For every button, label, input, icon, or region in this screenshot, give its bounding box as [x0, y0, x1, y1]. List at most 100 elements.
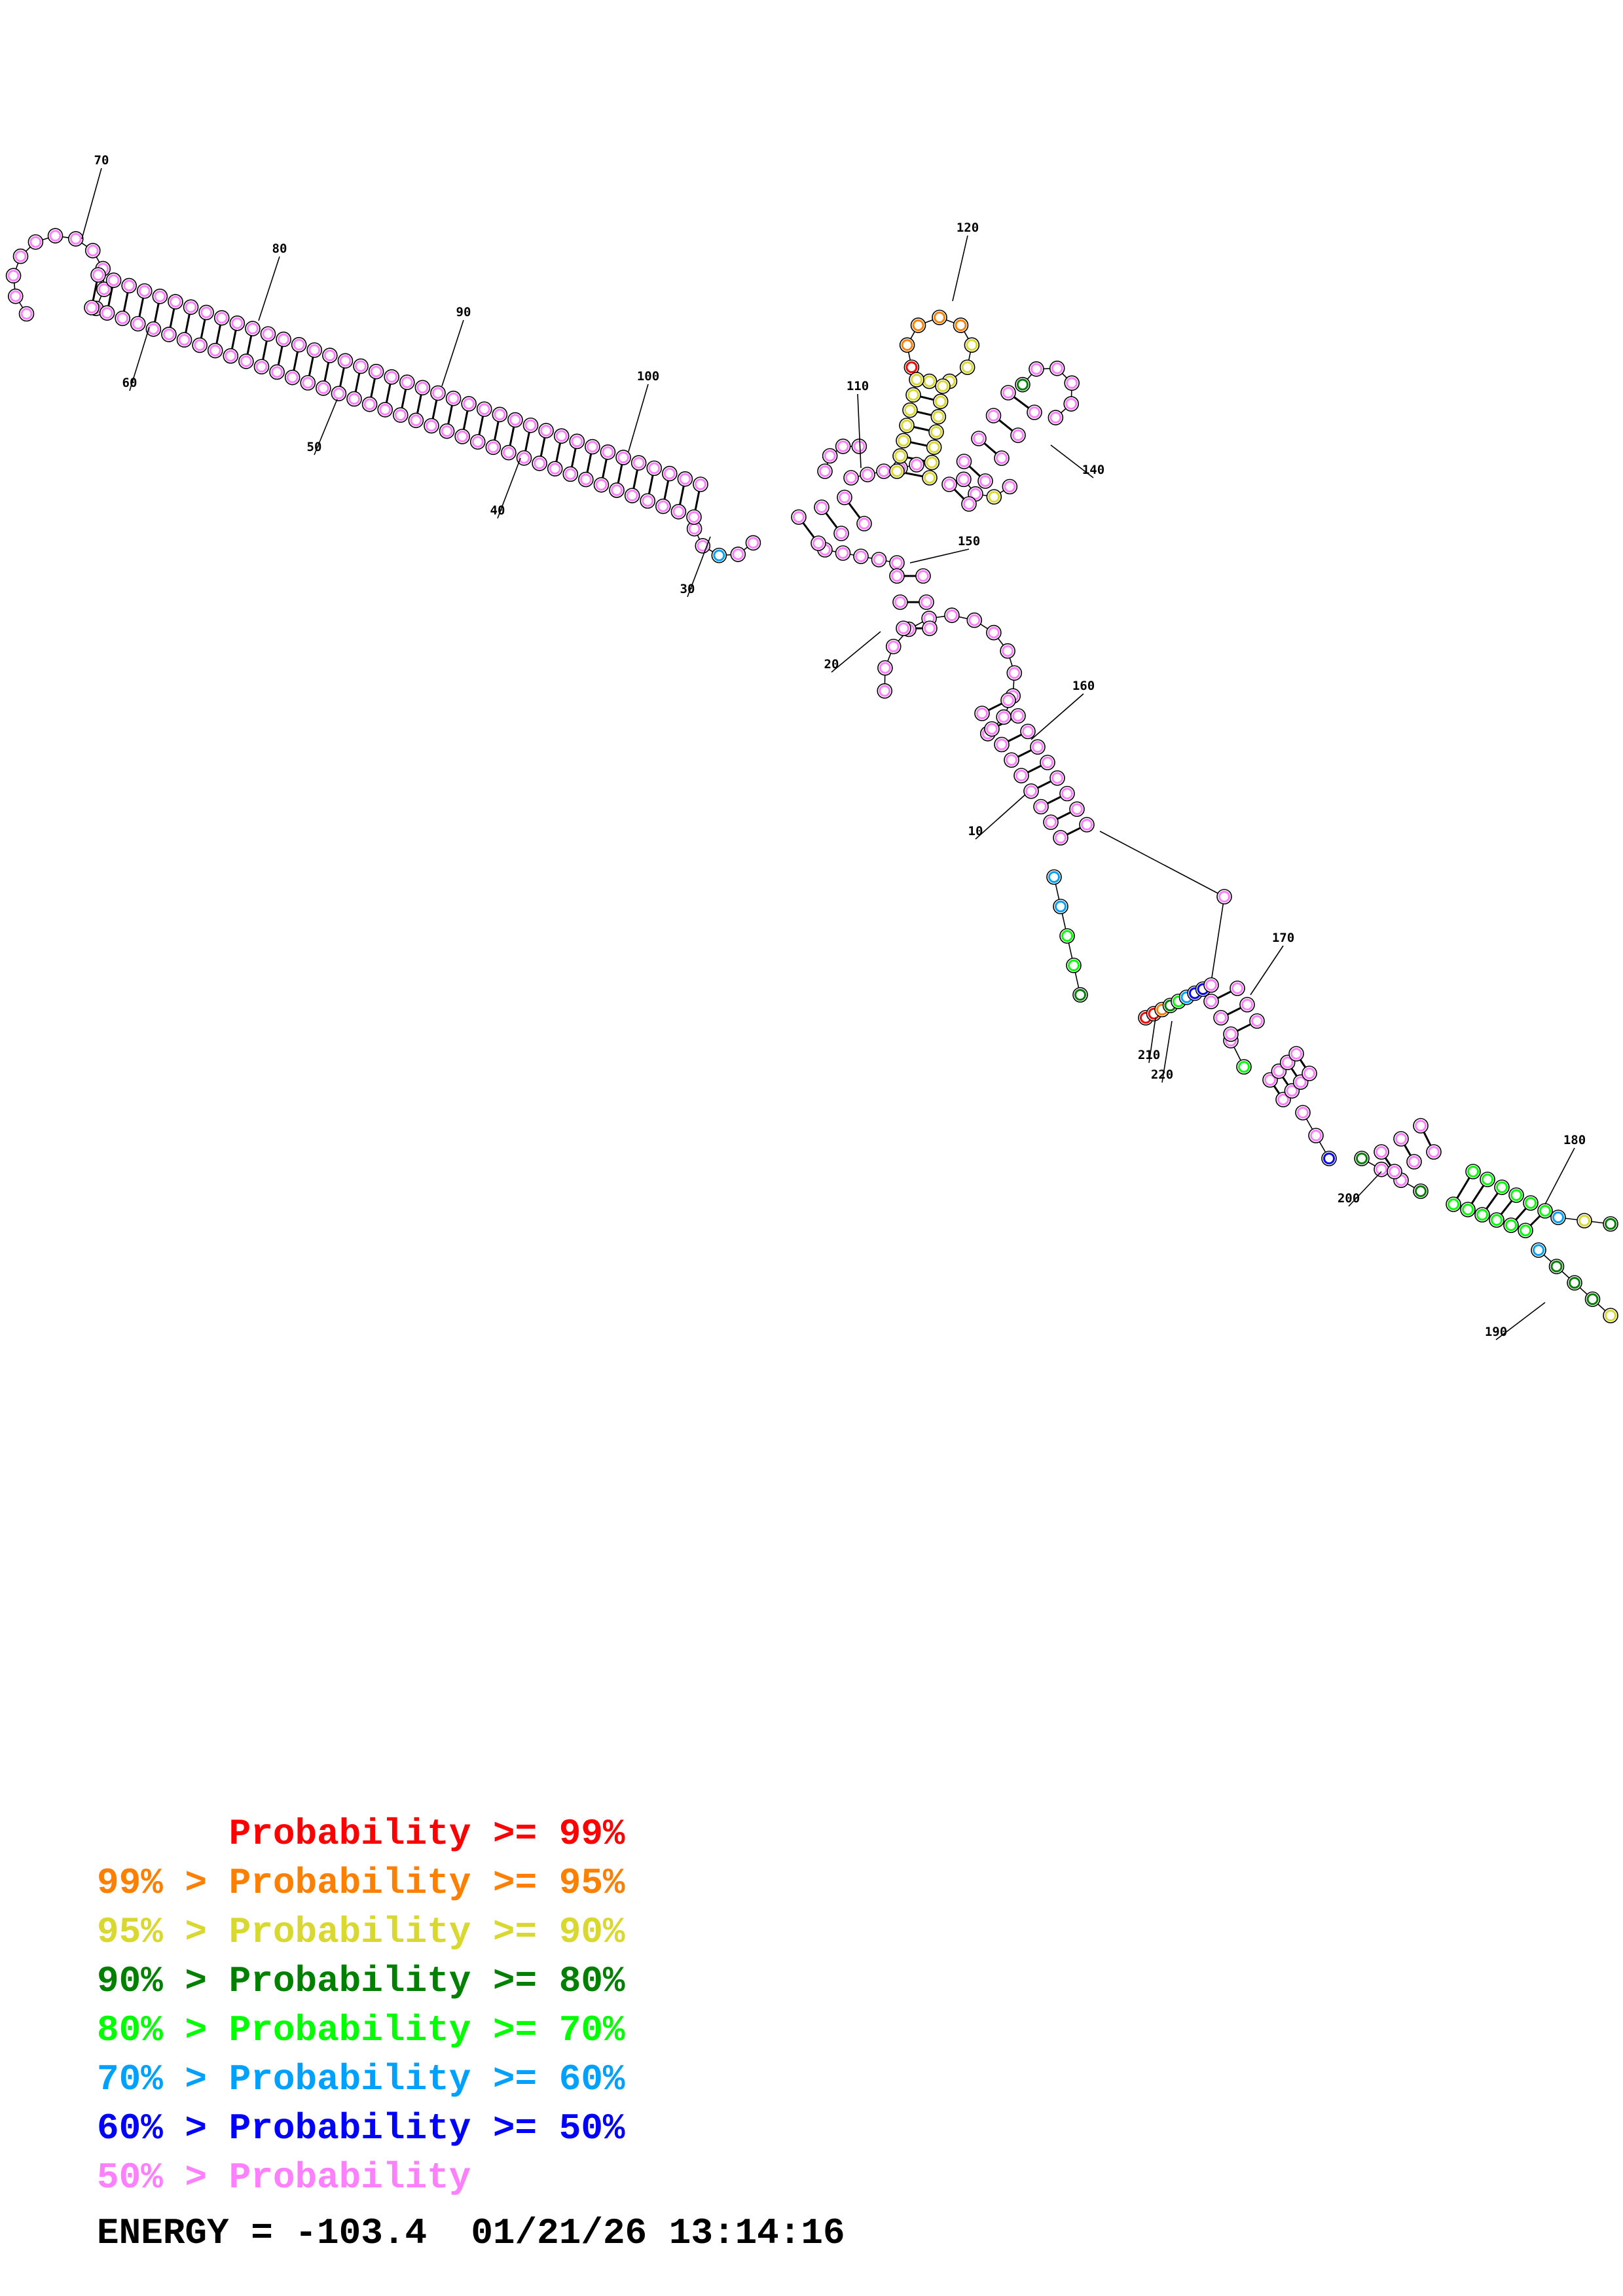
paired-nucleotide: [1049, 770, 1065, 786]
legend-row: 70% > Probability >= 60%: [97, 2055, 625, 2104]
nucleotide: [1203, 977, 1219, 993]
paired-nucleotide: [833, 526, 849, 541]
paired-nucleotide: [1249, 1013, 1265, 1029]
nucleotide: [695, 538, 711, 554]
energy-footer: ENERGY = -103.4 01/21/26 13:14:16: [97, 2212, 845, 2254]
paired-nucleotide: [1393, 1131, 1409, 1147]
backbone-segment: [1099, 831, 1225, 897]
paired-nucleotide: [152, 289, 168, 304]
nucleotide: [27, 234, 44, 250]
paired-nucleotide: [229, 315, 246, 331]
paired-nucleotide: [1518, 1223, 1533, 1238]
nucleotide: [1413, 1183, 1429, 1199]
paired-nucleotide: [1288, 1046, 1304, 1062]
paired-nucleotide: [1000, 385, 1016, 401]
paired-nucleotide: [1043, 814, 1059, 831]
position-label: 180: [1563, 1133, 1586, 1147]
nucleotide: [986, 489, 1002, 505]
paired-nucleotide: [276, 331, 291, 348]
position-label: 30: [680, 582, 695, 596]
paired-nucleotide: [811, 535, 826, 551]
nucleotide: [1046, 869, 1062, 885]
paired-nucleotide: [223, 348, 239, 364]
paired-nucleotide: [662, 465, 678, 482]
paired-nucleotide: [198, 304, 214, 321]
paired-nucleotide: [1239, 997, 1255, 1013]
nucleotide: [1321, 1151, 1337, 1166]
nucleotide: [1066, 958, 1082, 973]
position-leader-line: [1495, 1302, 1546, 1340]
nucleotide: [1308, 1128, 1324, 1143]
nucleotide: [96, 281, 112, 297]
position-leader-line: [831, 631, 881, 673]
paired-nucleotide: [207, 342, 223, 359]
paired-nucleotide: [507, 412, 523, 428]
paired-nucleotide: [522, 417, 539, 433]
paired-nucleotide: [677, 471, 693, 487]
paired-nucleotide: [961, 496, 977, 512]
paired-nucleotide: [532, 456, 547, 471]
position-label: 70: [94, 153, 109, 168]
paired-nucleotide: [1537, 1203, 1553, 1219]
paired-nucleotide: [260, 326, 276, 342]
nucleotide: [1053, 899, 1068, 914]
nucleotide: [1584, 1291, 1601, 1307]
paired-nucleotide: [984, 721, 1000, 737]
nucleotide: [1548, 1259, 1565, 1274]
position-leader-line: [909, 548, 970, 564]
legend-row: 90% > Probability >= 80%: [97, 1957, 625, 2006]
paired-nucleotide: [896, 433, 911, 449]
nucleotide: [860, 467, 875, 482]
paired-nucleotide: [1480, 1172, 1495, 1187]
nucleotide: [921, 373, 938, 389]
nucleotide: [1354, 1151, 1370, 1166]
position-label: 200: [1338, 1191, 1360, 1206]
paired-nucleotide: [892, 594, 908, 610]
paired-nucleotide: [600, 444, 616, 460]
legend-range-left: 90% >: [97, 1960, 229, 2002]
legend-range-right: Probability >= 70%: [228, 2009, 625, 2051]
nucleotide: [877, 660, 893, 676]
paired-nucleotide: [1053, 830, 1068, 846]
position-leader-line: [1050, 444, 1094, 478]
paired-nucleotide: [1489, 1212, 1504, 1228]
nucleotide: [1015, 376, 1030, 393]
paired-nucleotide: [192, 337, 208, 353]
nucleotide: [851, 439, 867, 454]
legend-range-right: Probability >= 99%: [228, 1813, 625, 1855]
paired-nucleotide: [161, 327, 177, 342]
paired-nucleotide: [892, 448, 908, 464]
position-label: 100: [637, 369, 659, 384]
nucleotide: [1531, 1242, 1546, 1258]
paired-nucleotide: [837, 490, 852, 505]
position-label: 190: [1485, 1325, 1507, 1339]
paired-nucleotide: [105, 272, 122, 289]
paired-nucleotide: [928, 424, 944, 440]
nucleotide: [964, 337, 980, 353]
position-leader-line: [497, 457, 521, 519]
paired-nucleotide: [896, 620, 911, 636]
paired-nucleotide: [183, 299, 199, 315]
nucleotide: [18, 306, 35, 322]
paired-nucleotide: [384, 369, 400, 385]
paired-nucleotide: [461, 396, 477, 412]
position-leader-line: [1348, 1171, 1382, 1207]
legend-range-left: 95% >: [97, 1911, 229, 1953]
position-leader-line: [628, 384, 649, 452]
paired-nucleotide: [791, 509, 807, 525]
paired-nucleotide: [469, 434, 486, 450]
paired-nucleotide: [399, 374, 415, 390]
nucleotide: [899, 337, 915, 353]
nucleotide: [1049, 361, 1065, 376]
paired-nucleotide: [693, 476, 708, 492]
nucleotide: [1603, 1308, 1618, 1323]
nucleotide: [730, 547, 746, 562]
nucleotide: [910, 317, 926, 333]
paired-nucleotide: [516, 450, 532, 466]
paired-nucleotide: [176, 332, 192, 348]
paired-nucleotide: [1020, 723, 1036, 740]
paired-nucleotide: [569, 433, 585, 450]
paired-nucleotide: [585, 439, 600, 455]
paired-nucleotide: [630, 455, 647, 471]
legend-range-right: Probability: [228, 2157, 471, 2198]
